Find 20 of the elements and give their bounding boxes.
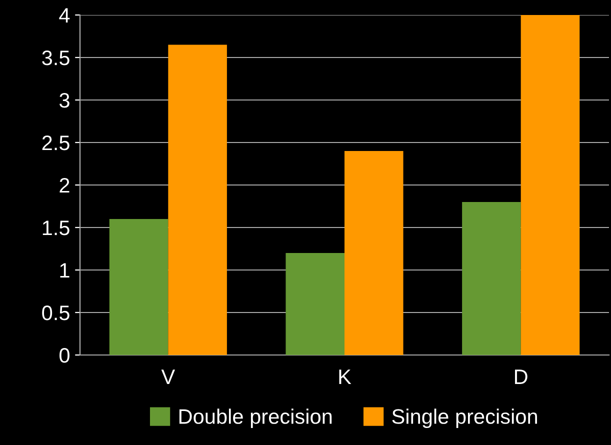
y-tick-label: 1.5 [42,220,70,236]
x-tick-label: D [515,370,528,384]
y-tick-label: 3 [59,93,70,108]
y-tick-label: 1 [60,263,70,278]
y-tick-label: 4 [59,8,70,23]
bar [344,151,404,355]
bar [109,219,168,355]
bar [168,44,227,355]
bar [520,15,580,355]
y-tick-label: 2.5 [42,136,70,150]
bar [286,253,344,355]
x-tick-label: V [161,370,176,384]
y-tick-label: 3.5 [42,50,70,66]
bar [462,202,521,355]
x-tick-label: K [339,370,352,384]
legend-label: Double precision [179,408,332,428]
y-tick-label: 2 [60,178,70,193]
legend-label: Single precision [392,408,537,428]
y-tick-label: 0 [60,348,70,363]
y-tick-label: 0.5 [42,306,70,320]
